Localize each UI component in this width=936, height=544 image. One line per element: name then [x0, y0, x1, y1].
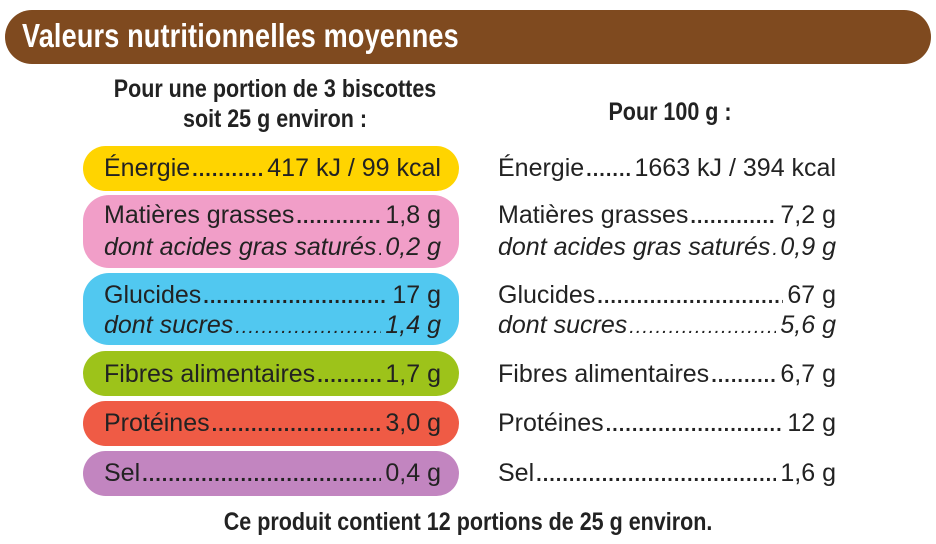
leader-dots: ........................................… — [203, 286, 388, 308]
leader-dots: ........................................… — [605, 414, 784, 436]
leader-dots: ........................................… — [378, 235, 381, 263]
nutrient-value: 1663 kJ / 394 kcal — [634, 154, 836, 182]
per100-header: Pour 100 g : — [608, 98, 732, 126]
nutrient-value: 12 g — [787, 409, 836, 437]
per100-row-glucides: Glucides ...............................… — [498, 281, 836, 309]
pill-fibres — [83, 351, 459, 396]
nutrient-label: Glucides — [104, 281, 202, 309]
nutrient-value: 1,7 g — [385, 360, 441, 388]
nutrient-label: dont sucres — [498, 311, 628, 339]
nutrient-label: Matières grasses — [104, 201, 295, 229]
nutrient-value: 67 g — [787, 281, 836, 309]
leader-dots: ........................................… — [192, 159, 264, 181]
portion-row-matieres-grasses: Matières grasses .......................… — [104, 201, 441, 229]
nutrient-label: Énergie — [498, 154, 585, 182]
portion-header-line1: Pour une portion de 3 biscottes — [113, 75, 437, 103]
nutrient-value: 3,0 g — [385, 409, 441, 437]
nutrient-label: Énergie — [104, 154, 191, 182]
footer-text: Ce produit contient 12 portions de 25 g … — [223, 508, 713, 536]
nutrient-value: 6,7 g — [780, 360, 836, 388]
pill-proteines — [83, 401, 459, 446]
nutrient-value: 417 kJ / 99 kcal — [267, 154, 441, 182]
leader-dots: ........................................… — [711, 365, 777, 387]
footer-note: Ce produit contient 12 portions de 25 g … — [0, 508, 936, 536]
nutrient-label: Fibres alimentaires — [498, 360, 710, 388]
leader-dots: ........................................… — [296, 206, 382, 228]
nutrient-value: 0,2 g — [385, 233, 441, 261]
portion-row-acides-gras-satures: dont acides gras saturés ...............… — [104, 233, 441, 261]
portion-row-energie: Énergie ................................… — [104, 154, 441, 182]
pill-glucides — [83, 273, 459, 345]
leader-dots: ........................................… — [211, 414, 382, 436]
nutrient-label: dont acides gras saturés — [498, 233, 771, 261]
nutrient-label: Sel — [498, 459, 535, 487]
portion-row-fibres: Fibres alimentaires ....................… — [104, 360, 441, 388]
per100-row-acides-gras-satures: dont acides gras saturés ...............… — [498, 233, 836, 261]
nutrient-value: 1,6 g — [780, 459, 836, 487]
nutrient-value: 1,8 g — [385, 201, 441, 229]
title-bar — [5, 10, 931, 64]
nutrient-value: 17 g — [392, 281, 441, 309]
nutrient-value: 7,2 g — [780, 201, 836, 229]
nutrient-label: Sel — [104, 459, 141, 487]
nutrient-label: Protéines — [498, 409, 604, 437]
leader-dots: ........................................… — [586, 159, 630, 181]
leader-dots: ........................................… — [317, 365, 381, 387]
per100-row-fibres: Fibres alimentaires ....................… — [498, 360, 836, 388]
portion-row-glucides: Glucides ...............................… — [104, 281, 441, 309]
per100-row-energie: Énergie ................................… — [498, 154, 836, 182]
per100-row-matieres-grasses: Matières grasses .......................… — [498, 201, 836, 229]
leader-dots: ........................................… — [629, 316, 777, 338]
pill-matieres-grasses — [83, 195, 459, 268]
portion-row-sucres: dont sucres ............................… — [104, 311, 441, 339]
nutrient-label: dont sucres — [104, 311, 234, 339]
leader-dots: ........................................… — [536, 464, 776, 486]
portion-row-sel: Sel ....................................… — [104, 459, 441, 487]
pill-sel — [83, 451, 459, 496]
nutrient-label: dont acides gras saturés — [104, 233, 377, 261]
nutrient-value: 5,6 g — [780, 311, 836, 339]
nutrient-label: Fibres alimentaires — [104, 360, 316, 388]
leader-dots: ........................................… — [235, 316, 382, 338]
leader-dots: ........................................… — [597, 286, 783, 308]
per100-row-sucres: dont sucres ............................… — [498, 311, 836, 339]
leader-dots: ........................................… — [142, 464, 381, 486]
pill-energie — [83, 146, 459, 191]
portion-header-line2: soit 25 g environ : — [183, 105, 367, 133]
portion-header: Pour une portion de 3 biscottes soit 25 … — [107, 74, 442, 134]
nutrient-value: 1,4 g — [385, 311, 441, 339]
per100-row-proteines: Protéines ..............................… — [498, 409, 836, 437]
portion-row-proteines: Protéines ..............................… — [104, 409, 441, 437]
nutrient-label: Glucides — [498, 281, 596, 309]
per100-row-sel: Sel ....................................… — [498, 459, 836, 487]
nutrient-label: Matières grasses — [498, 201, 689, 229]
page-title: Valeurs nutritionnelles moyennes — [22, 17, 459, 54]
nutrient-label: Protéines — [104, 409, 210, 437]
leader-dots: ........................................… — [690, 206, 776, 228]
leader-dots: ........................................… — [772, 235, 776, 263]
nutrient-value: 0,4 g — [385, 459, 441, 487]
nutrient-value: 0,9 g — [780, 233, 836, 261]
